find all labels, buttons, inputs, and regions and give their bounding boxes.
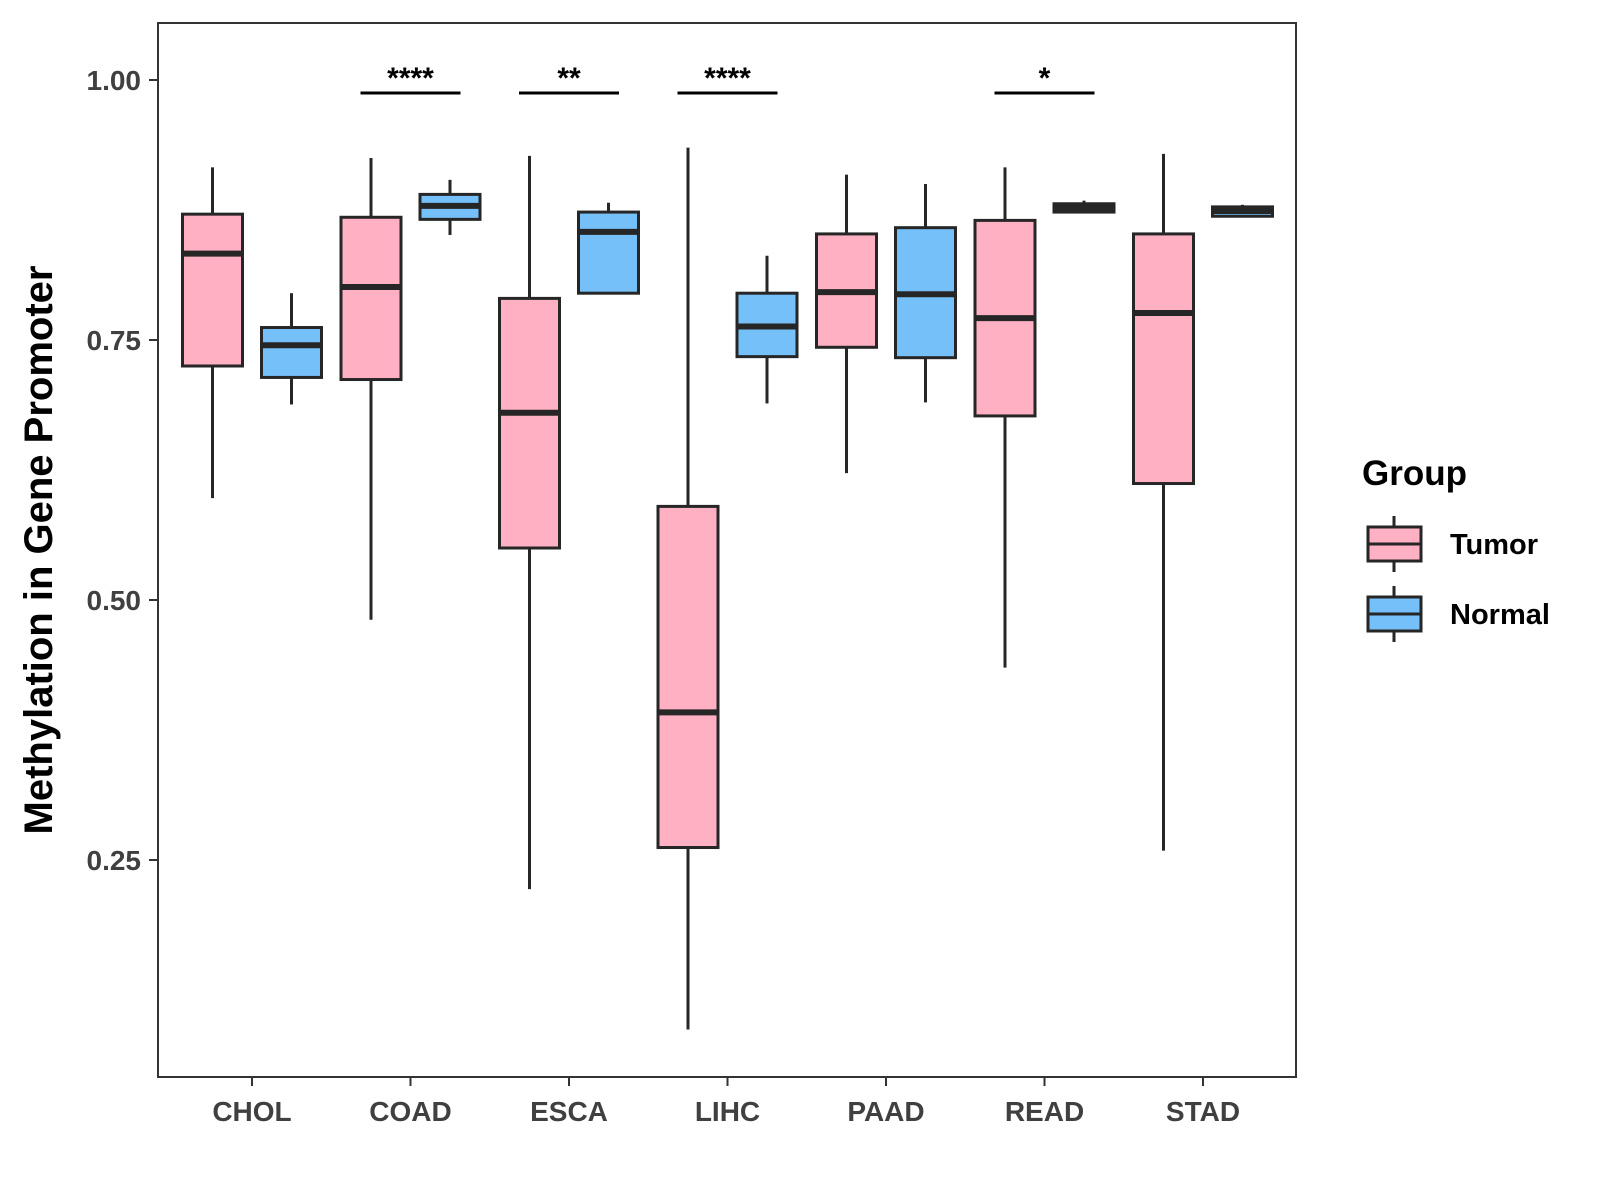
box-tumor-stad bbox=[1132, 153, 1195, 851]
box-normal-lihc bbox=[735, 255, 799, 404]
y-tick-label: 1.00 bbox=[87, 65, 142, 96]
box-iqr bbox=[181, 212, 244, 368]
x-tick-label: LIHC bbox=[695, 1096, 760, 1127]
y-tick-label: 0.75 bbox=[87, 325, 142, 356]
x-axis: CHOL COAD ESCA LIHC PAAD READ STAD bbox=[212, 1077, 1240, 1127]
box-tumor-paad bbox=[815, 174, 878, 474]
significance-label: * bbox=[1039, 62, 1051, 95]
significance-coad: **** bbox=[360, 62, 461, 95]
box-normal-stad bbox=[1211, 204, 1274, 218]
x-tick-label: CHOL bbox=[212, 1096, 291, 1127]
legend-label: Normal bbox=[1450, 599, 1550, 631]
legend-label: Tumor bbox=[1450, 529, 1538, 561]
x-tick-label: PAAD bbox=[847, 1096, 924, 1127]
legend: Group Tumor Normal bbox=[1362, 454, 1550, 642]
y-tick-label: 0.25 bbox=[87, 845, 142, 876]
box-tumor-esca bbox=[498, 155, 561, 890]
legend-entry-tumor: Tumor bbox=[1366, 516, 1538, 572]
x-tick-label: ESCA bbox=[530, 1096, 608, 1127]
x-tick-label: COAD bbox=[369, 1096, 451, 1127]
box-tumor-read bbox=[973, 167, 1037, 668]
significance-annotations: **** ** **** * bbox=[360, 62, 1095, 95]
box-normal-chol bbox=[260, 293, 323, 405]
box-iqr bbox=[339, 215, 403, 382]
box-normal-coad bbox=[418, 179, 482, 235]
significance-label: ** bbox=[557, 62, 581, 95]
box-iqr bbox=[498, 296, 561, 550]
x-tick-label: STAD bbox=[1166, 1096, 1240, 1127]
box-series bbox=[181, 147, 1274, 1030]
y-tick-label: 0.50 bbox=[87, 585, 142, 616]
box-normal-read bbox=[1052, 200, 1116, 214]
box-tumor-lihc bbox=[656, 147, 720, 1030]
significance-esca: ** bbox=[519, 62, 619, 95]
box-iqr bbox=[577, 210, 640, 295]
box-normal-esca bbox=[577, 202, 640, 295]
legend-entry-normal: Normal bbox=[1366, 586, 1550, 642]
significance-label: **** bbox=[704, 62, 751, 95]
legend-title: Group bbox=[1362, 454, 1467, 493]
box-iqr bbox=[656, 504, 720, 850]
significance-label: **** bbox=[387, 62, 434, 95]
box-normal-paad bbox=[894, 184, 957, 403]
y-axis: 0.25 0.50 0.75 1.00 bbox=[87, 65, 158, 876]
significance-read: * bbox=[994, 62, 1095, 95]
box-tumor-chol bbox=[181, 167, 244, 499]
x-tick-label: READ bbox=[1005, 1096, 1084, 1127]
y-axis-title: Methylation in Gene Promoter bbox=[17, 266, 61, 835]
box-iqr bbox=[260, 326, 323, 379]
plot-panel bbox=[157, 22, 1297, 1078]
box-tumor-coad bbox=[339, 158, 403, 620]
box-iqr bbox=[1132, 232, 1195, 486]
significance-lihc: **** bbox=[677, 62, 778, 95]
